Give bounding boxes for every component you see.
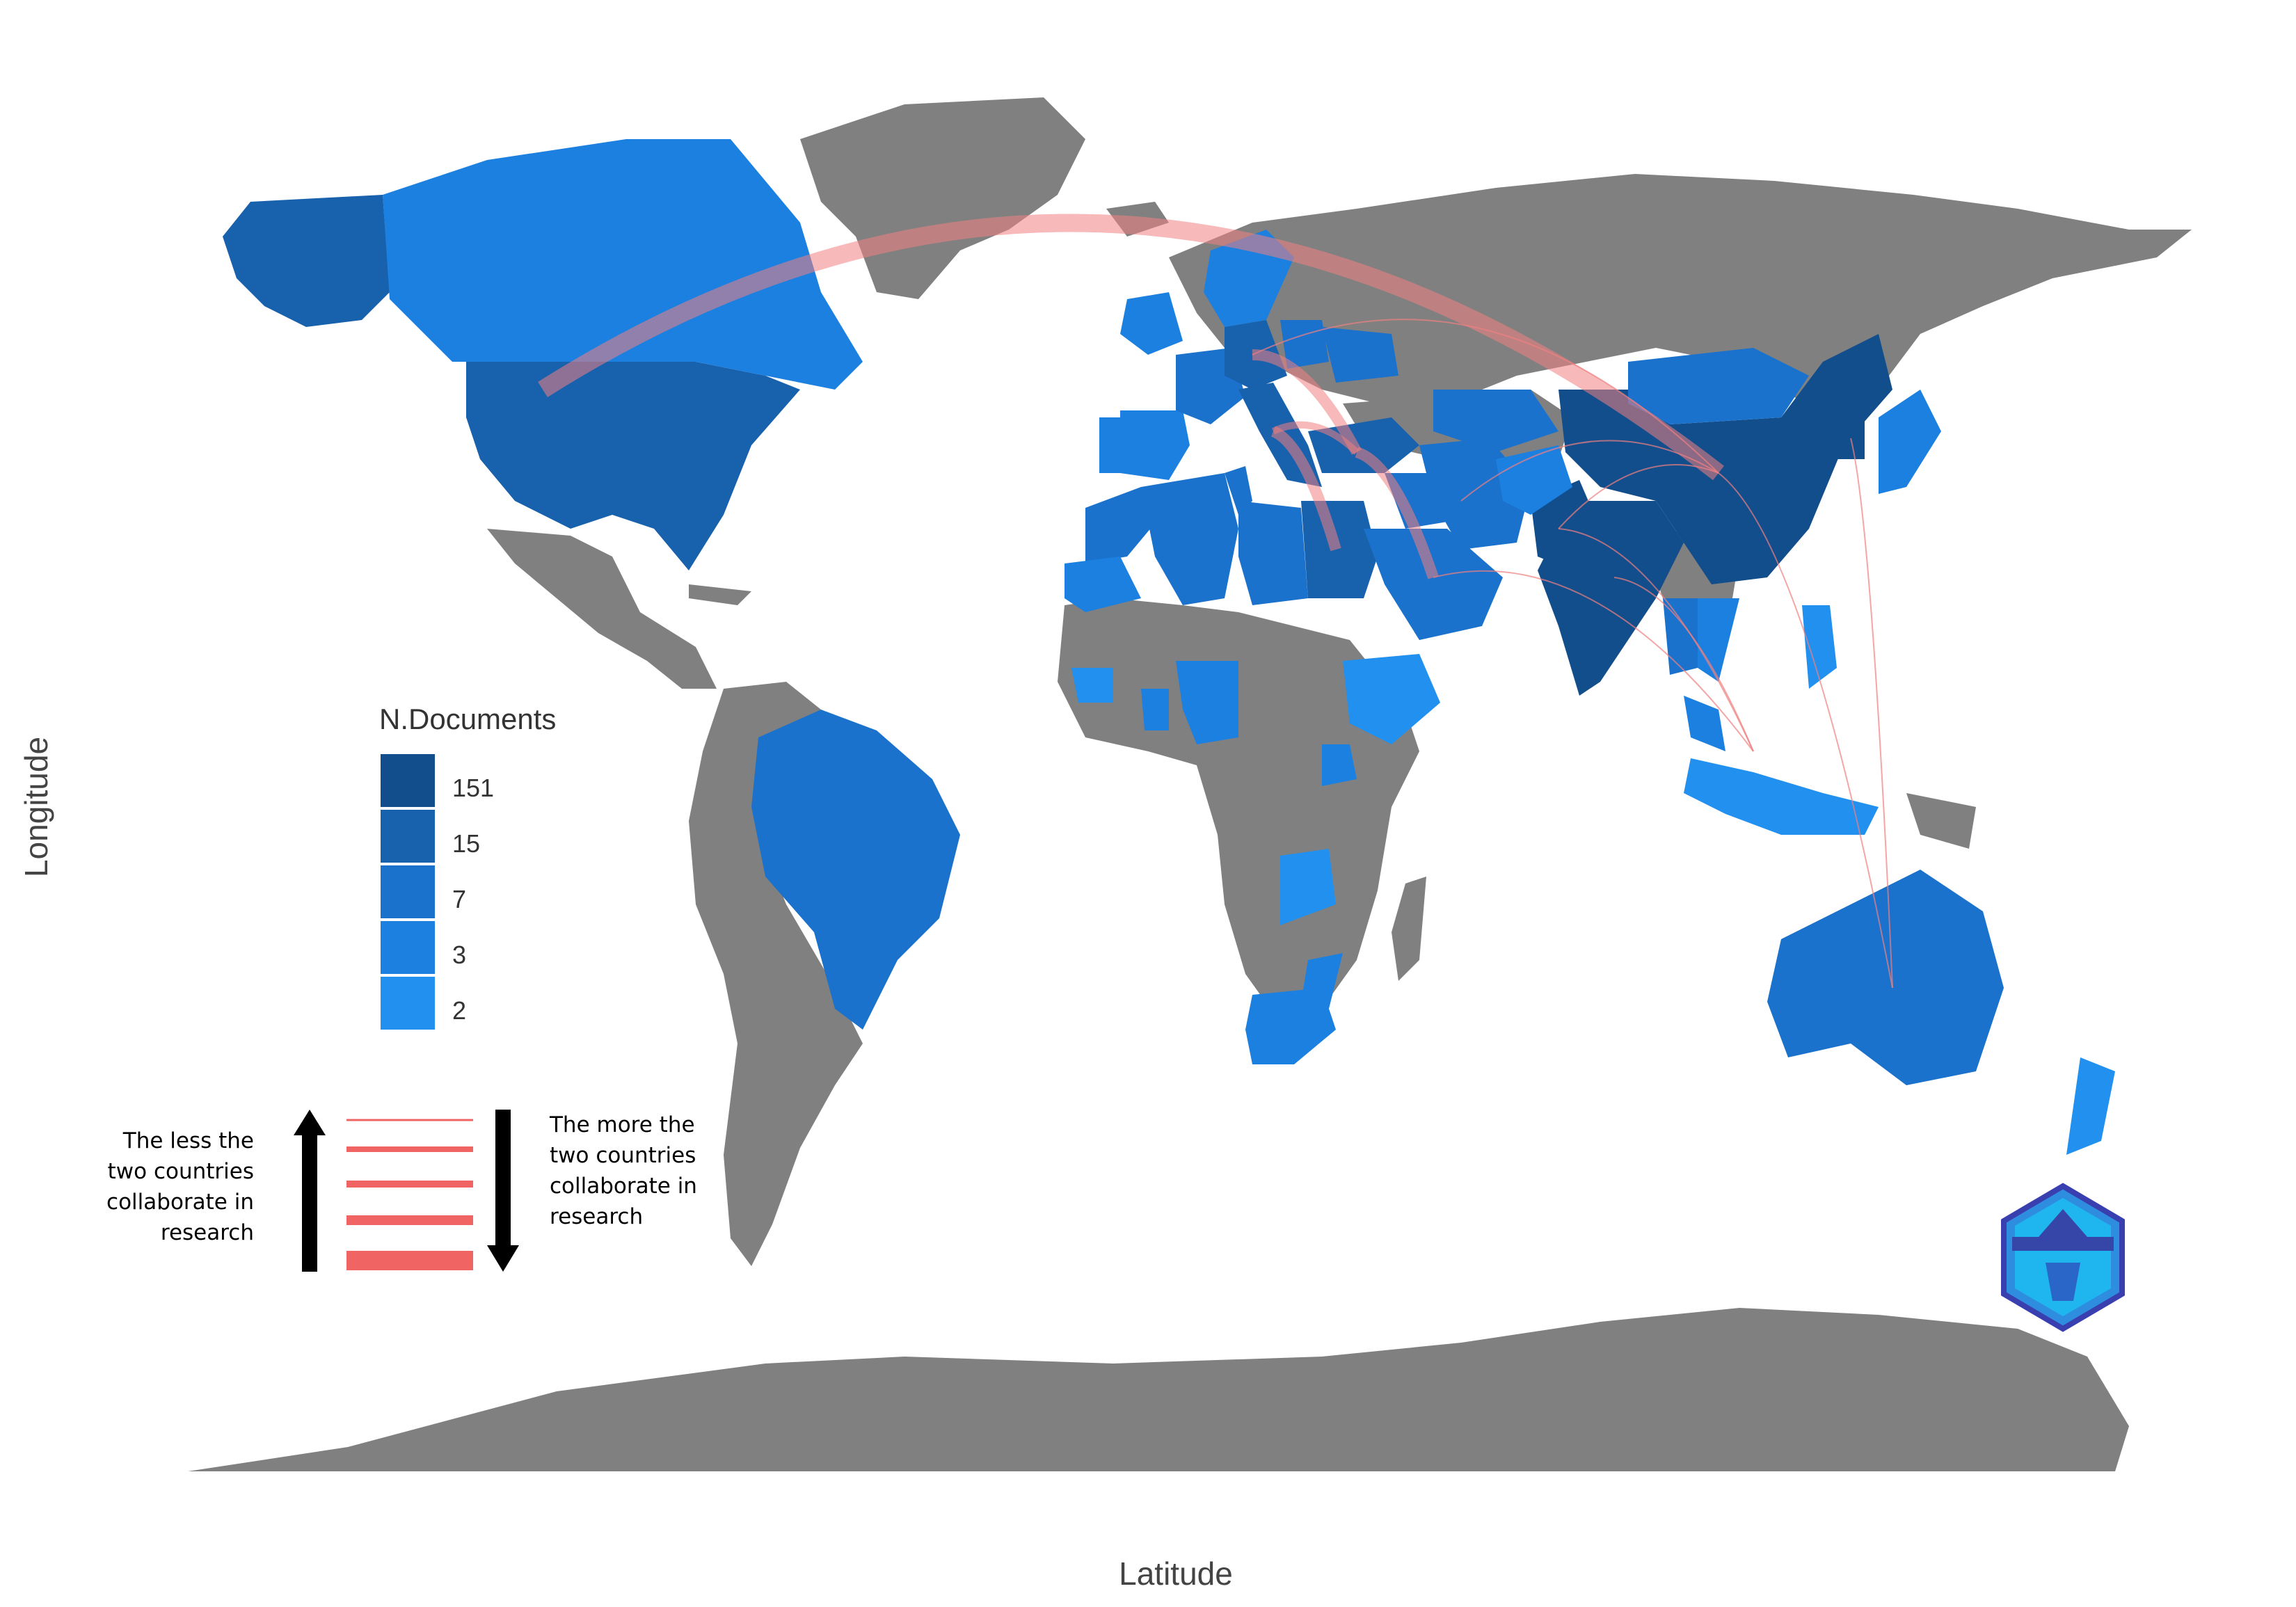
country-ethiopia — [1343, 654, 1440, 744]
x-axis-label: Latitude — [1119, 1556, 1233, 1592]
land-layer — [188, 97, 2192, 1471]
country-mongolia — [1628, 348, 1809, 424]
no-data-region-2 — [1169, 174, 2192, 417]
legend-value-5: 2 — [452, 996, 467, 1025]
country-portugal — [1099, 417, 1120, 473]
arrow-up-icon — [294, 1110, 326, 1272]
country-japan — [1879, 390, 1941, 494]
country-poland — [1280, 320, 1329, 369]
link-iran-china — [1460, 440, 1719, 502]
strength-line-1 — [346, 1119, 473, 1121]
link-germany-turkey — [1252, 349, 1362, 455]
link-saudi-arabia-malaysia — [1433, 570, 1754, 752]
country-australia — [1767, 870, 2004, 1085]
link-pakistan-malaysia — [1558, 528, 1754, 752]
country-ukraine — [1322, 327, 1398, 383]
country-malaysia — [1684, 696, 1725, 751]
country-afghanistan — [1496, 445, 1572, 515]
country-morocco — [1085, 487, 1162, 563]
country-indonesia — [1684, 758, 1879, 835]
no-data-region-6 — [689, 682, 863, 1266]
more-collaboration-text: The more the two countries collaborate i… — [550, 1112, 697, 1229]
legend-swatch-5 — [381, 977, 435, 1030]
country-algeria — [1141, 473, 1238, 605]
legend-title: N.Documents — [379, 703, 557, 735]
country-spain — [1120, 410, 1190, 480]
country-libya — [1238, 501, 1308, 605]
link-china-australia — [1718, 472, 1893, 989]
strength-line-3 — [346, 1181, 473, 1188]
country-kazakhstan-south- — [1433, 390, 1558, 452]
country-south-africa — [1245, 988, 1336, 1064]
link-pakistan-china — [1558, 464, 1719, 529]
link-germany-china — [1252, 319, 1719, 474]
collaboration-links — [538, 214, 1893, 989]
country-ghana — [1141, 689, 1169, 730]
legend-value-4: 3 — [452, 941, 467, 969]
country-alaska-usa- — [223, 195, 390, 327]
country-saudi-arabia — [1364, 529, 1503, 640]
strength-lines — [346, 1119, 473, 1270]
logo-badge-icon — [2001, 1183, 2125, 1332]
country-china — [1558, 334, 1892, 584]
legend-swatch-2 — [381, 810, 435, 863]
country-senegal — [1071, 668, 1113, 703]
link-turkey-saudi-arabia — [1355, 447, 1439, 579]
country-usa — [466, 362, 800, 570]
link-india-malaysia — [1613, 577, 1754, 752]
link-italy-turkey — [1271, 421, 1360, 455]
legend-swatch-3 — [381, 865, 435, 918]
legend-swatch-1 — [381, 754, 435, 807]
country-nigeria — [1176, 661, 1238, 744]
country-philippines — [1802, 605, 1837, 689]
legend-swatch-4 — [381, 921, 435, 974]
legend-value-3: 7 — [452, 885, 467, 913]
country-new-zealand — [2066, 1057, 2115, 1155]
country-kenya — [1322, 744, 1357, 786]
country-canada — [383, 139, 863, 390]
country-united-kingdom — [1120, 292, 1183, 355]
country-mauritania — [1065, 557, 1141, 612]
no-data-region-8 — [1392, 877, 1426, 981]
no-data-region-9 — [188, 1308, 2129, 1471]
country-egypt — [1301, 501, 1378, 598]
link-usa-china — [538, 214, 1724, 481]
strength-line-4 — [346, 1215, 473, 1225]
country-iraq — [1385, 473, 1447, 529]
strength-line-2 — [346, 1146, 473, 1152]
link-korea-australia — [1850, 438, 1893, 989]
link-italy-egypt — [1270, 426, 1341, 552]
country-zambia — [1280, 849, 1336, 925]
country-turkey — [1308, 417, 1419, 473]
less-collaboration-text: The less the two countries collaborate i… — [106, 1128, 254, 1245]
country-brazil — [751, 710, 960, 1030]
arrow-down-icon — [487, 1110, 519, 1272]
legend-value-1: 151 — [452, 774, 495, 802]
no-data-region-5 — [689, 584, 751, 605]
no-data-region-11 — [1906, 793, 1976, 849]
no-data-region-4 — [487, 529, 717, 689]
country-thailand — [1663, 598, 1698, 675]
legend-value-2: 15 — [452, 829, 481, 858]
strength-line-5 — [346, 1251, 473, 1270]
